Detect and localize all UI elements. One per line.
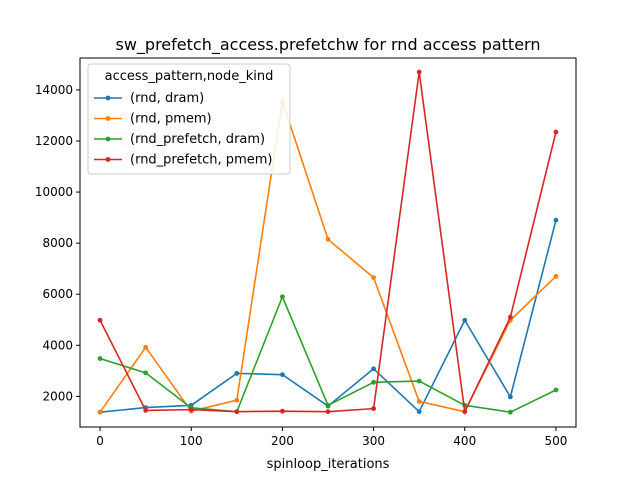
y-tick-label: 14000 — [35, 83, 73, 97]
data-point — [280, 408, 285, 414]
series-line — [99, 295, 557, 413]
data-point — [416, 378, 422, 384]
y-tick-label: 2000 — [42, 389, 73, 403]
legend-label: (rnd, pmem) — [130, 112, 212, 127]
legend-marker — [105, 136, 111, 142]
series-2 — [97, 294, 559, 415]
data-point — [188, 407, 194, 413]
y-tick-label: 8000 — [42, 236, 73, 250]
legend-marker — [105, 116, 111, 121]
legend-label: (rnd, dram) — [130, 91, 204, 106]
data-point — [507, 409, 513, 415]
legend-entry: (rnd, dram) — [94, 91, 204, 106]
data-point — [371, 366, 376, 372]
data-point — [553, 217, 559, 223]
x-tick-label: 0 — [96, 434, 104, 448]
data-point — [553, 387, 559, 393]
data-point — [507, 314, 513, 320]
legend-entry: (rnd, pmem) — [94, 112, 212, 127]
data-point — [507, 394, 513, 400]
legend-label: (rnd_prefetch, dram) — [130, 132, 265, 147]
data-point — [143, 408, 149, 413]
y-tick-label: 6000 — [42, 287, 73, 301]
data-point — [371, 406, 376, 412]
legend-entry: (rnd_prefetch, pmem) — [94, 153, 272, 168]
x-tick-label: 100 — [180, 434, 203, 448]
series-3 — [97, 69, 559, 415]
data-point — [462, 317, 468, 323]
data-point — [462, 409, 468, 415]
data-point — [371, 275, 376, 281]
data-point — [553, 273, 559, 279]
plot-frame — [79, 57, 577, 428]
data-point — [416, 409, 422, 415]
y-axis: 2000 4000 6000 8000 10000 12000 14000 — [35, 83, 80, 403]
data-point — [97, 356, 103, 361]
legend-marker — [105, 157, 111, 162]
y-tick-label: 4000 — [42, 338, 73, 352]
data-point — [234, 397, 240, 403]
y-tick-label: 10000 — [35, 185, 73, 199]
data-point — [371, 379, 376, 385]
y-tick-label: 12000 — [35, 134, 73, 148]
legend-label: (rnd_prefetch, pmem) — [130, 153, 272, 168]
x-tick-label: 300 — [362, 434, 385, 448]
x-tick-label: 400 — [453, 434, 476, 448]
legend-box — [87, 63, 291, 175]
x-axis: 0 100 200 300 400 500 — [96, 427, 567, 448]
data-point — [234, 370, 240, 376]
data-point — [97, 409, 103, 415]
data-point — [325, 409, 331, 415]
series-layer — [97, 69, 559, 415]
data-point — [97, 317, 103, 323]
data-point — [234, 409, 240, 415]
x-tick-label: 200 — [271, 434, 294, 448]
data-point — [325, 236, 331, 242]
x-tick-label: 500 — [544, 434, 567, 448]
data-point — [416, 69, 422, 75]
chart-title: sw_prefetch_access.prefetchw for rnd acc… — [116, 35, 541, 55]
x-axis-label: spinloop_iterations — [267, 457, 390, 472]
data-point — [280, 294, 285, 300]
legend-entry: (rnd_prefetch, dram) — [94, 132, 265, 147]
series-line — [99, 219, 557, 413]
data-point — [143, 344, 149, 350]
legend-marker — [105, 95, 111, 101]
data-point — [143, 370, 149, 376]
series-0 — [97, 217, 559, 415]
data-point — [325, 402, 331, 408]
data-point — [416, 399, 422, 404]
legend-title: access_pattern,node_kind — [105, 69, 274, 84]
data-point — [280, 372, 285, 378]
legend: access_pattern,node_kind (rnd, dram) (rnd,… — [87, 63, 291, 175]
data-point — [553, 129, 559, 135]
